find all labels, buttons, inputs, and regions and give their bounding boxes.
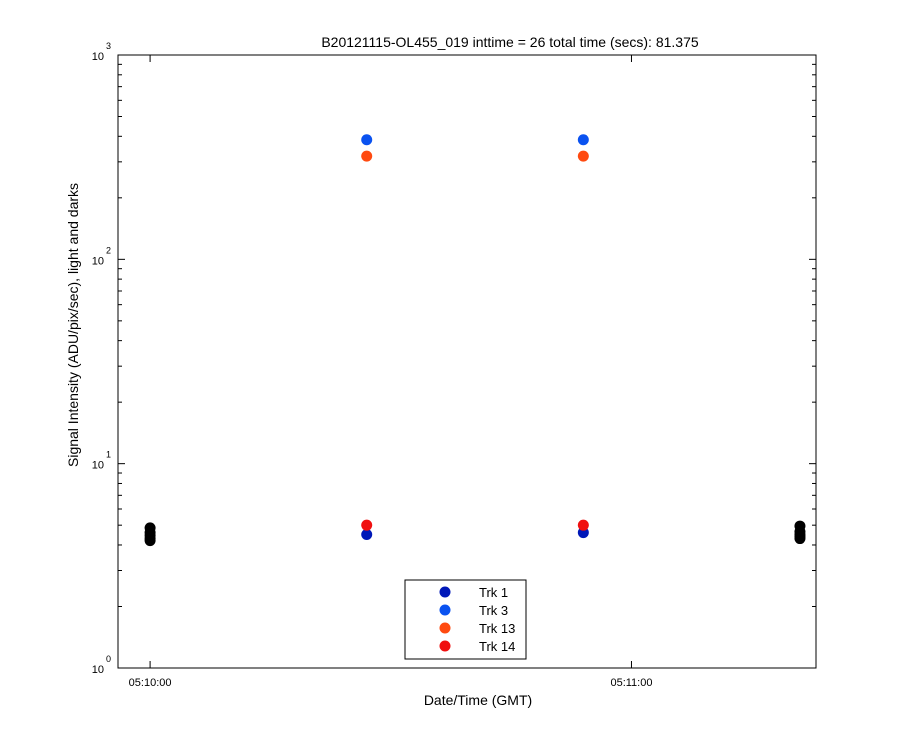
y-tick-label: 10 xyxy=(92,51,104,63)
data-point xyxy=(361,150,373,162)
y-tick-label: 10 xyxy=(92,460,104,472)
y-tick-exponent: 2 xyxy=(106,245,111,255)
legend-marker xyxy=(439,604,451,616)
legend-marker xyxy=(439,622,451,634)
plot-area xyxy=(117,54,817,669)
chart-title: B20121115-OL455_019 inttime = 26 total t… xyxy=(321,34,699,50)
legend: Trk 1 Trk 3 Trk 13 Trk 14 xyxy=(404,579,527,660)
data-points xyxy=(144,134,806,547)
legend-entry: Trk 13 xyxy=(479,621,515,636)
data-point xyxy=(577,134,589,146)
data-point xyxy=(577,519,589,531)
data-point xyxy=(144,535,156,547)
y-tick-exponent: 0 xyxy=(106,654,111,664)
data-point xyxy=(361,519,373,531)
x-axis-label: Date/Time (GMT) xyxy=(424,692,532,708)
data-point xyxy=(361,134,373,146)
x-tick-label: 05:10:00 xyxy=(129,677,172,689)
y-tick-label: 10 xyxy=(92,664,104,676)
legend-entry: Trk 1 xyxy=(479,585,508,600)
legend-entry: Trk 3 xyxy=(479,603,508,618)
y-tick-exponent: 1 xyxy=(106,450,111,460)
legend-box xyxy=(404,579,527,660)
y-tick-label: 10 xyxy=(92,255,104,267)
y-tick-exponent: 3 xyxy=(106,41,111,51)
x-axis: 05:10:00 05:11:00 xyxy=(129,55,652,689)
legend-marker xyxy=(439,640,451,652)
legend-marker xyxy=(439,586,451,598)
x-tick-label: 05:11:00 xyxy=(610,677,652,689)
y-axis-label: Signal Intensity (ADU/pix/sec), light an… xyxy=(65,183,81,467)
legend-entry: Trk 14 xyxy=(479,639,515,654)
data-point xyxy=(361,529,373,541)
data-point xyxy=(794,533,806,545)
data-point xyxy=(577,150,589,162)
